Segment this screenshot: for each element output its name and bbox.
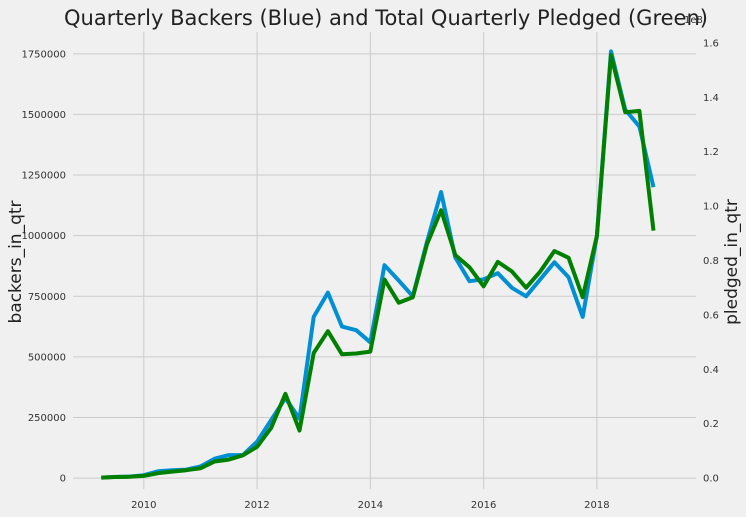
- left-y-tick-label: 1500000: [21, 110, 66, 121]
- right-y-tick-label: 0.6: [703, 310, 719, 321]
- right-y-tick-label: 1.4: [703, 93, 719, 104]
- pledged-line: [101, 53, 656, 480]
- right-y-axis-ticks: 0.0 0.2 0.4 0.6 0.8 1.0 1.2 1.4 1.6: [703, 38, 719, 484]
- right-y-axis-label: pledged_in_qtr: [722, 199, 742, 325]
- right-y-tick-label: 1.2: [703, 147, 719, 158]
- right-y-tick-label: 1.0: [703, 202, 719, 213]
- left-y-tick-label: 750000: [28, 292, 66, 303]
- right-y-tick-label: 0.0: [703, 474, 719, 485]
- x-tick-label: 2010: [131, 500, 156, 511]
- left-y-tick-label: 0: [60, 474, 66, 485]
- grid-lines: [73, 32, 696, 489]
- right-y-tick-label: 0.4: [703, 365, 719, 376]
- x-tick-label: 2014: [358, 500, 383, 511]
- x-tick-label: 2018: [584, 500, 609, 511]
- right-y-tick-label: 0.2: [703, 419, 719, 430]
- left-y-tick-label: 250000: [28, 413, 66, 424]
- left-y-tick-label: 1750000: [21, 49, 66, 60]
- right-y-tick-label: 1.6: [703, 38, 719, 49]
- x-axis-ticks: 2010 2012 2014 2016 2018: [131, 500, 610, 511]
- pledged-series: [101, 53, 656, 480]
- left-y-tick-label: 1000000: [21, 231, 66, 242]
- left-y-tick-label: 500000: [28, 352, 66, 363]
- x-tick-label: 2016: [471, 500, 496, 511]
- left-y-axis-label: backers_in_qtr: [6, 200, 26, 323]
- left-y-axis-ticks: 0 250000 500000 750000 1000000 1250000 1500000…: [21, 49, 66, 484]
- chart-title: Quarterly Backers (Blue) and Total Quart…: [64, 6, 708, 30]
- x-tick-label: 2012: [244, 500, 269, 511]
- right-y-tick-label: 0.8: [703, 256, 719, 267]
- left-y-tick-label: 1250000: [21, 171, 66, 182]
- right-axis-multiplier: 1e8: [684, 15, 703, 26]
